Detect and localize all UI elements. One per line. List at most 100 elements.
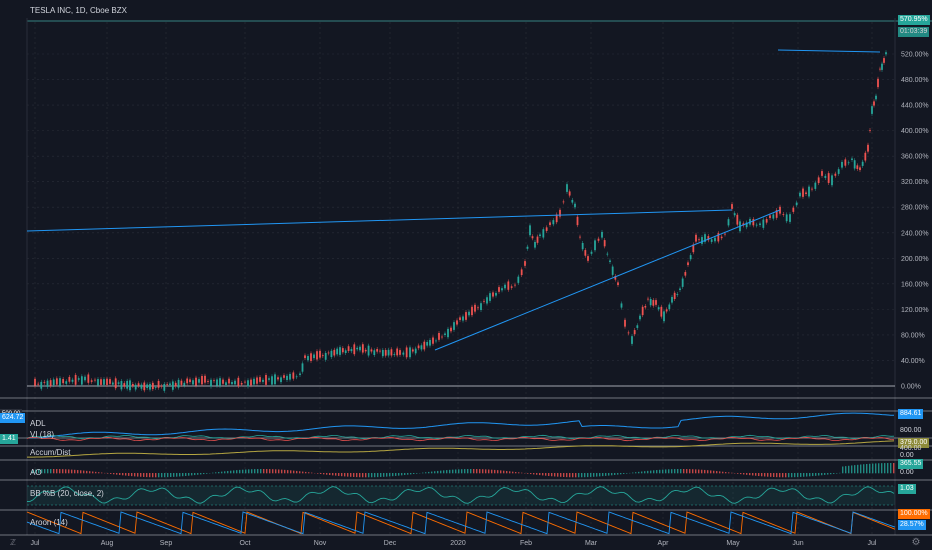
ao-bar (431, 471, 433, 474)
candle-body (286, 375, 288, 380)
trend-lines[interactable] (26, 49, 881, 351)
candle-body (106, 378, 108, 385)
candle-body (237, 377, 240, 387)
ao-bar (269, 469, 271, 474)
candle-body (707, 236, 710, 241)
candle-body (811, 188, 813, 190)
ao-bar (332, 473, 334, 476)
ao-bar (482, 469, 484, 474)
ao-bar (572, 473, 574, 478)
candle-body (517, 276, 520, 283)
time-tick-label: May (726, 540, 740, 547)
candle-body (327, 352, 330, 354)
candle-body (94, 379, 96, 381)
candle-body (652, 300, 655, 306)
ao-bar (518, 472, 520, 474)
candle-body (52, 379, 55, 386)
price-tick-label: 0.00% (901, 384, 921, 391)
candle-body (307, 356, 309, 361)
ao-title[interactable]: AO (30, 468, 42, 477)
candle-body (792, 207, 795, 212)
ao-bar (752, 473, 754, 476)
candle-body (881, 63, 883, 70)
candle-body (782, 214, 785, 215)
ao-bar (425, 472, 427, 474)
ao-bar (635, 472, 637, 474)
ao-bar (815, 473, 817, 476)
candle-body (736, 214, 739, 225)
candle-body (333, 349, 336, 356)
time-axis[interactable]: Jul Aug Sep Oct Nov Dec 2020 Feb Mar Apr May Jun Jul (31, 540, 877, 547)
candle-body (417, 345, 420, 349)
ao-bar (212, 472, 214, 474)
trend-line-horizontal[interactable] (26, 209, 733, 232)
ao-bar (185, 473, 187, 476)
ao-bar (764, 473, 766, 477)
ao-bar (194, 473, 196, 476)
ao-bar (422, 472, 424, 474)
aroon-title[interactable]: Aroon (14) (30, 518, 68, 527)
ao-bar (53, 469, 55, 474)
ao-bar (398, 473, 400, 476)
ao-bar (335, 473, 337, 476)
ao-bar (854, 465, 856, 474)
candle-body (34, 378, 36, 386)
price-axis[interactable]: 520.00% 480.00% 440.00% 400.00% 360.00% 320.0… (901, 52, 929, 391)
candle-body (304, 355, 306, 359)
ao-bar (575, 473, 577, 478)
adl-title[interactable]: ADL (30, 419, 46, 428)
candle-body (65, 381, 68, 384)
candle-body (204, 375, 206, 383)
candle-body (68, 376, 71, 382)
candle-body (225, 382, 227, 385)
ao-bar (665, 469, 667, 474)
ao-bar (131, 473, 133, 477)
ao-bar (299, 471, 301, 474)
ao-bar (551, 473, 553, 477)
candle-body (514, 284, 516, 286)
ao-bar (377, 473, 379, 478)
candle-body (301, 363, 304, 372)
ao-bar (200, 473, 202, 475)
ao-bar (284, 469, 286, 474)
candle-body (568, 191, 571, 196)
bb-title[interactable]: BB %B (20, close, 2) (30, 489, 104, 498)
ao-bar (227, 470, 229, 474)
ao-bar (464, 469, 466, 474)
candle-body (603, 240, 606, 247)
candle-body (526, 246, 529, 249)
candle-body (171, 381, 174, 390)
gear-icon[interactable]: ⚙ (911, 537, 921, 548)
candle-body (727, 219, 730, 226)
candle-body (681, 278, 684, 287)
candle-body (861, 161, 864, 166)
accum-dist-title[interactable]: Accum/Dist (30, 448, 71, 457)
ao-bar (818, 473, 820, 476)
ao-bar (311, 472, 313, 474)
trend-line-rising[interactable] (434, 209, 781, 351)
vi-title[interactable]: VI (18) (30, 430, 55, 439)
ao-bar (152, 473, 154, 478)
trend-line-top[interactable] (777, 49, 881, 53)
ao-bar (347, 473, 349, 477)
ao-right-label: 0.00 (900, 469, 914, 476)
candle-body (641, 306, 644, 316)
ao-bar (659, 469, 661, 474)
candle-body (529, 225, 531, 236)
candle-body (411, 349, 414, 352)
ao-bar (650, 470, 652, 474)
symbol-title[interactable]: TESLA INC, 1D, Cboe BZX (30, 6, 127, 15)
ao-bar (218, 471, 220, 474)
candle-body (587, 256, 589, 261)
candle-body (414, 348, 417, 354)
candle-body (59, 378, 61, 386)
candle-body (163, 383, 166, 391)
candle-body (177, 379, 180, 388)
candle-body (207, 381, 209, 382)
ao-bar (548, 473, 550, 476)
z-logo-icon[interactable]: ℤ (10, 538, 16, 547)
ao-bar (38, 469, 40, 474)
ao-bar (350, 473, 352, 477)
candle-body (46, 380, 49, 387)
